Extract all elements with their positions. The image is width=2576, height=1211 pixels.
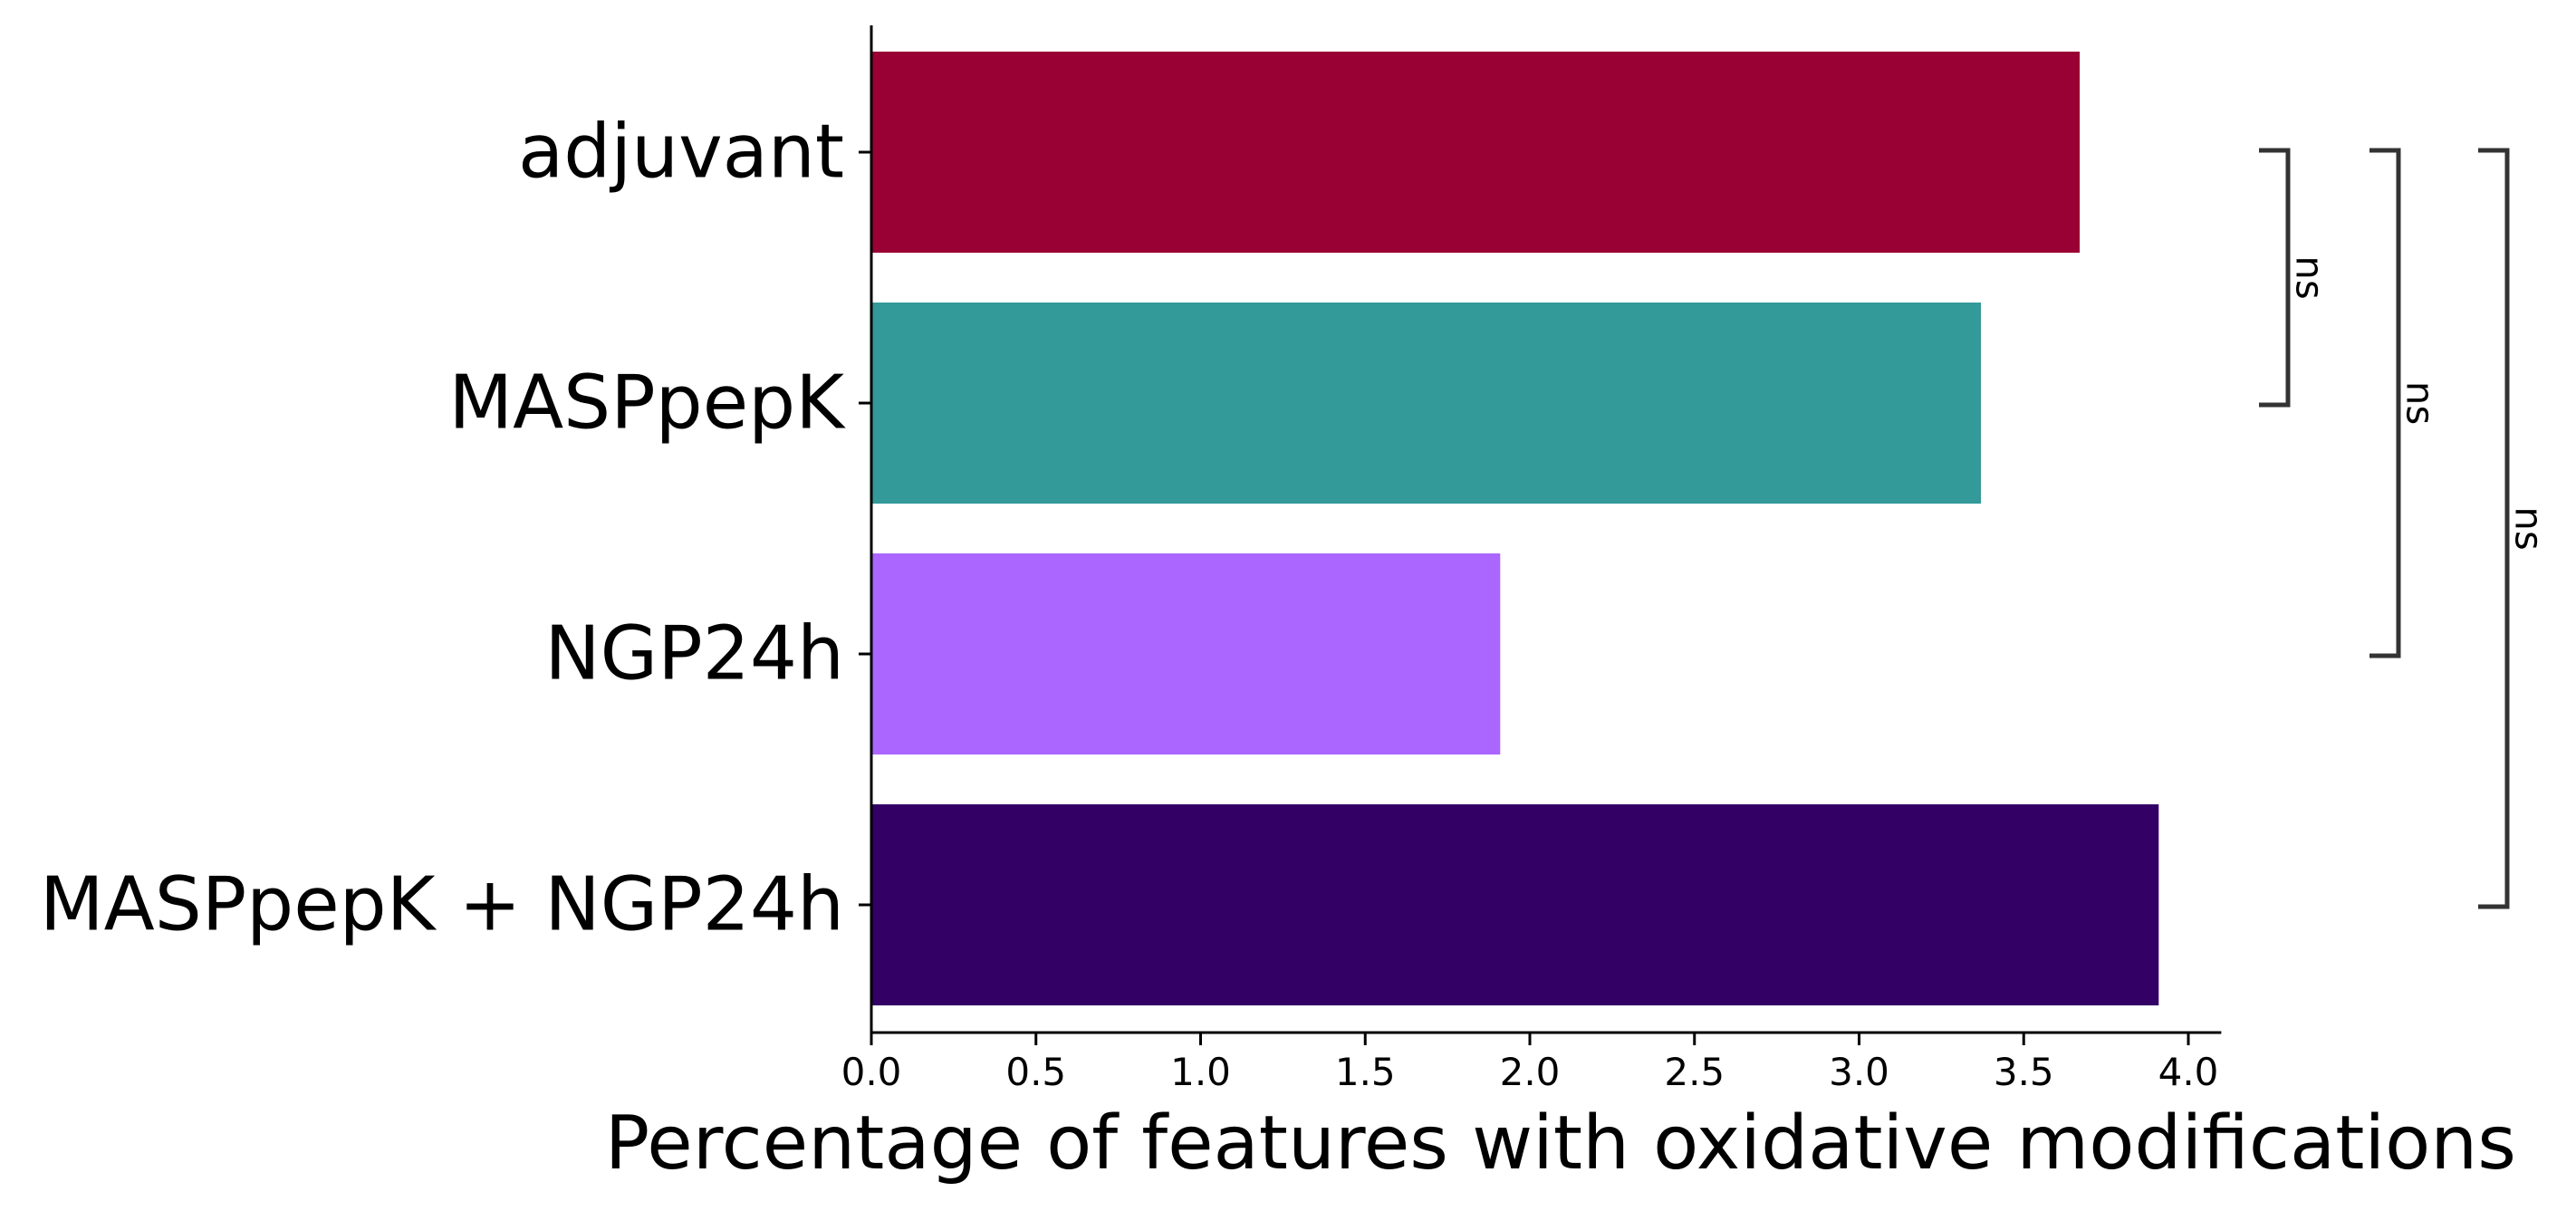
category-label: MASPpepK [448, 360, 846, 447]
significance-label: ns [2398, 381, 2443, 426]
x-tick-label: 2.0 [1500, 1050, 1561, 1094]
y-tick-marks [859, 150, 871, 907]
bar-masppepk [871, 303, 1981, 504]
significance-bracket [2369, 148, 2401, 658]
category-label: adjuvant [518, 110, 844, 196]
x-tick-label: 0.5 [1005, 1050, 1066, 1094]
category-label: MASPpepK + NGP24h [40, 862, 844, 948]
significance-bracket [2478, 148, 2510, 909]
significance-label: ns [2507, 506, 2552, 551]
x-tick-label: 1.5 [1335, 1050, 1396, 1094]
x-tick-label: 4.0 [2158, 1050, 2219, 1094]
x-tick-label: 1.0 [1170, 1050, 1231, 1094]
bar-adjuvant [871, 52, 2081, 253]
x-tick-label: 3.5 [1994, 1050, 2054, 1094]
significance-bracket [2259, 148, 2291, 408]
x-ticks: 0.0 0.5 1.0 1.5 2.0 2.5 3.0 3.5 4.0 [841, 1033, 2219, 1094]
bars-group [871, 52, 2159, 1005]
x-tick-label: 3.0 [1829, 1050, 1889, 1094]
x-tick-label: 2.5 [1664, 1050, 1725, 1094]
significance-label: ns [2288, 255, 2332, 300]
bar-masppepk-ngp24h [871, 804, 2159, 1005]
category-labels: adjuvant MASPpepK NGP24h MASPpepK + NGP24h [40, 110, 846, 948]
x-tick-label: 0.0 [841, 1050, 902, 1094]
category-label: NGP24h [544, 611, 844, 697]
x-axis-title: Percentage of features with oxidative mo… [605, 1100, 2516, 1187]
bar-ngp24h [871, 553, 1501, 754]
significance-brackets: ns ns ns [2259, 148, 2552, 909]
